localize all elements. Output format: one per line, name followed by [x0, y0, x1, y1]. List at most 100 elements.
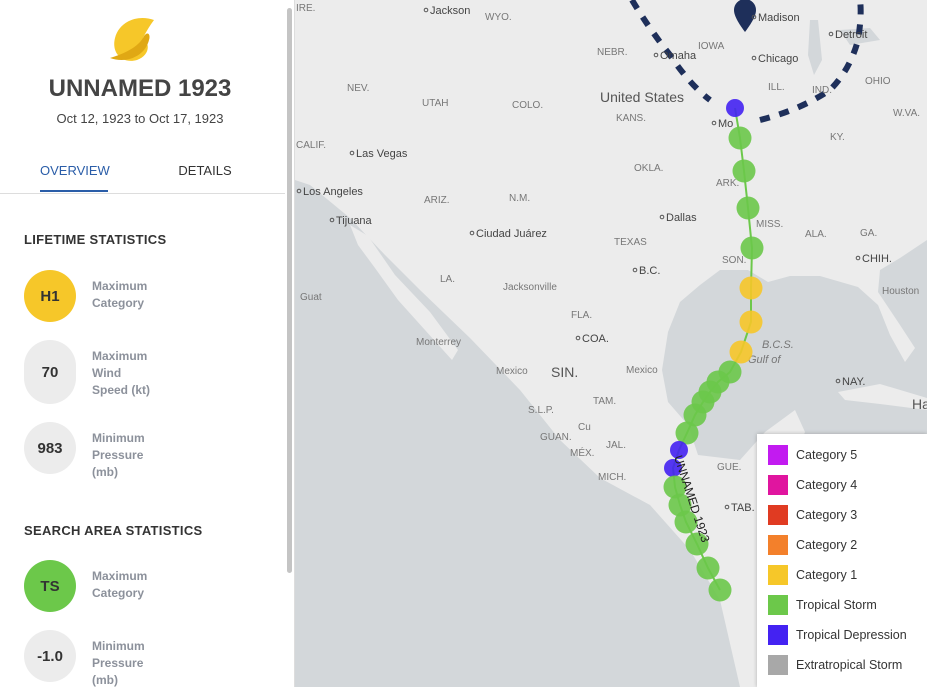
legend-label: Category 1	[796, 568, 858, 582]
legend-item[interactable]: Extratropical Storm	[768, 655, 902, 675]
map-label: IND.	[812, 85, 832, 96]
track-point[interactable]	[739, 276, 763, 300]
map-label: Monterrey	[416, 337, 461, 348]
track-point[interactable]	[726, 99, 744, 117]
legend-label: Extratropical Storm	[796, 658, 903, 672]
map-label: SON.	[722, 255, 746, 266]
legend-item[interactable]: Category 1	[768, 565, 857, 585]
legend-swatch	[768, 535, 788, 555]
map-label: Tijuana	[336, 215, 373, 227]
city-dot	[828, 31, 834, 37]
map-label: KANS.	[616, 113, 646, 124]
track-point[interactable]	[683, 403, 707, 427]
map-label: COLO.	[512, 100, 543, 111]
legend-label: Tropical Depression	[796, 628, 907, 642]
stat-label: Maximum Wind Speed (kt)	[92, 349, 151, 397]
city-dot	[855, 255, 861, 261]
map-label: ARIZ.	[424, 195, 450, 206]
divider	[0, 193, 285, 194]
map-label: TAM.	[593, 396, 616, 407]
legend-item[interactable]: Category 5	[768, 445, 857, 465]
map-label: SIN.	[551, 364, 578, 380]
location-pin[interactable]	[734, 0, 756, 32]
legend-swatch	[768, 655, 788, 675]
map-label: N.M.	[509, 193, 530, 204]
tab-details[interactable]: DETAILS	[178, 163, 232, 178]
map-label: Gulf of	[748, 354, 781, 366]
storm-dates: Oct 12, 1923 to Oct 17, 1923	[56, 111, 224, 126]
section-title: SEARCH AREA STATISTICS	[24, 523, 203, 538]
lake	[808, 20, 880, 75]
map-label: Jackson	[430, 5, 470, 17]
legend-item[interactable]: Tropical Depression	[768, 625, 907, 645]
track-point[interactable]	[663, 475, 687, 499]
map-label: ILL.	[768, 82, 785, 93]
storm-icon	[110, 18, 154, 61]
track-point[interactable]	[685, 532, 709, 556]
sidebar: UNNAMED 1923 Oct 12, 1923 to Oct 17, 192…	[0, 0, 295, 687]
city-dot	[329, 217, 335, 223]
map-label: CALIF.	[296, 140, 326, 151]
storm-title: UNNAMED 1923	[48, 75, 232, 102]
map-label: JAL.	[606, 440, 626, 451]
map-label: FLA.	[571, 310, 592, 321]
city-dot	[653, 52, 659, 58]
map-label: United States	[600, 89, 684, 105]
map-label: MÉX.	[570, 446, 594, 459]
legend-swatch	[768, 565, 788, 585]
map-label: W.VA.	[893, 108, 920, 119]
legend-item[interactable]: Tropical Storm	[768, 595, 877, 615]
track-point[interactable]	[696, 556, 720, 580]
legend-item[interactable]: Category 4	[768, 475, 857, 495]
track-point[interactable]	[732, 159, 756, 183]
track-point[interactable]	[670, 441, 688, 459]
map-label: Dallas	[666, 212, 697, 224]
stat-label: Minimum Pressure (mb)	[92, 431, 145, 479]
city-dot	[632, 267, 638, 273]
map-label: ARK.	[716, 178, 739, 189]
map-label: KY.	[830, 132, 845, 143]
map-label: OKLA.	[634, 163, 663, 174]
cuba	[838, 384, 927, 410]
city-dot	[751, 55, 757, 61]
legend: Category 5 Category 4 Category 3 Category 2…	[757, 434, 927, 687]
map-label: NEBR.	[597, 47, 628, 58]
map-label: ALA.	[805, 229, 827, 240]
track-point[interactable]	[674, 510, 698, 534]
legend-label: Category 5	[796, 448, 858, 462]
map-label: MISS.	[756, 219, 783, 230]
stat-badge: 983	[24, 422, 76, 474]
stat-label: Maximum Category	[92, 279, 148, 310]
map-label: Ciudad Juárez	[476, 228, 547, 240]
track-point[interactable]	[675, 421, 699, 445]
track-point[interactable]	[729, 340, 753, 364]
track-point[interactable]	[740, 236, 764, 260]
track-point[interactable]	[736, 196, 760, 220]
track-point[interactable]	[664, 459, 682, 477]
legend-item[interactable]: Category 2	[768, 535, 857, 555]
map-label: Mo	[718, 118, 733, 130]
map-label: WYO.	[485, 12, 512, 23]
legend-swatch	[768, 625, 788, 645]
scrollbar[interactable]	[287, 8, 292, 573]
legend-item[interactable]: Category 3	[768, 505, 857, 525]
city-dot	[835, 378, 841, 384]
map-label: CHIH.	[862, 253, 892, 265]
stat-label: Minimum Pressure (mb)	[92, 639, 145, 687]
map-label: B.C.S.	[762, 339, 794, 351]
city-dot	[469, 230, 475, 236]
city-dot	[349, 150, 355, 156]
track-point[interactable]	[728, 126, 752, 150]
tab-overview[interactable]: OVERVIEW	[40, 163, 110, 192]
city-dot	[751, 14, 757, 20]
legend-swatch	[768, 445, 788, 465]
track-point[interactable]	[739, 310, 763, 334]
section-title: LIFETIME STATISTICS	[24, 232, 167, 247]
map-label: NAY.	[842, 376, 865, 388]
map-label: Houston	[882, 286, 919, 297]
map-label: S.L.P.	[528, 405, 554, 416]
map-label: GUE.	[717, 462, 741, 473]
map-label: IOWA	[698, 41, 725, 52]
track-point[interactable]	[708, 578, 732, 602]
